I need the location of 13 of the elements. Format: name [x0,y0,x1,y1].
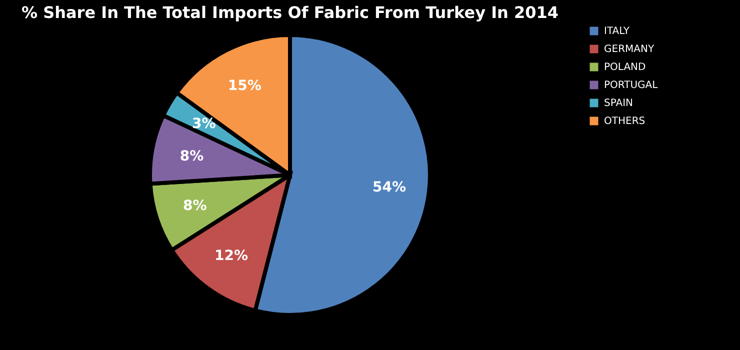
data-label: 8% [183,198,207,214]
legend-label: GERMANY [604,44,655,55]
data-label: 15% [228,78,262,94]
data-label: 8% [180,148,204,164]
chart-title: % Share In The Total Imports Of Fabric From Turkey In 2014 [21,3,559,22]
data-label: 3% [192,116,216,132]
legend-label: ITALY [604,26,630,37]
data-label: 12% [214,248,248,264]
legend-label: PORTUGAL [604,80,658,91]
legend-label: POLAND [604,62,646,73]
data-label: 54% [372,180,406,196]
legend-label: OTHERS [604,116,646,127]
legend-label: SPAIN [604,98,634,109]
